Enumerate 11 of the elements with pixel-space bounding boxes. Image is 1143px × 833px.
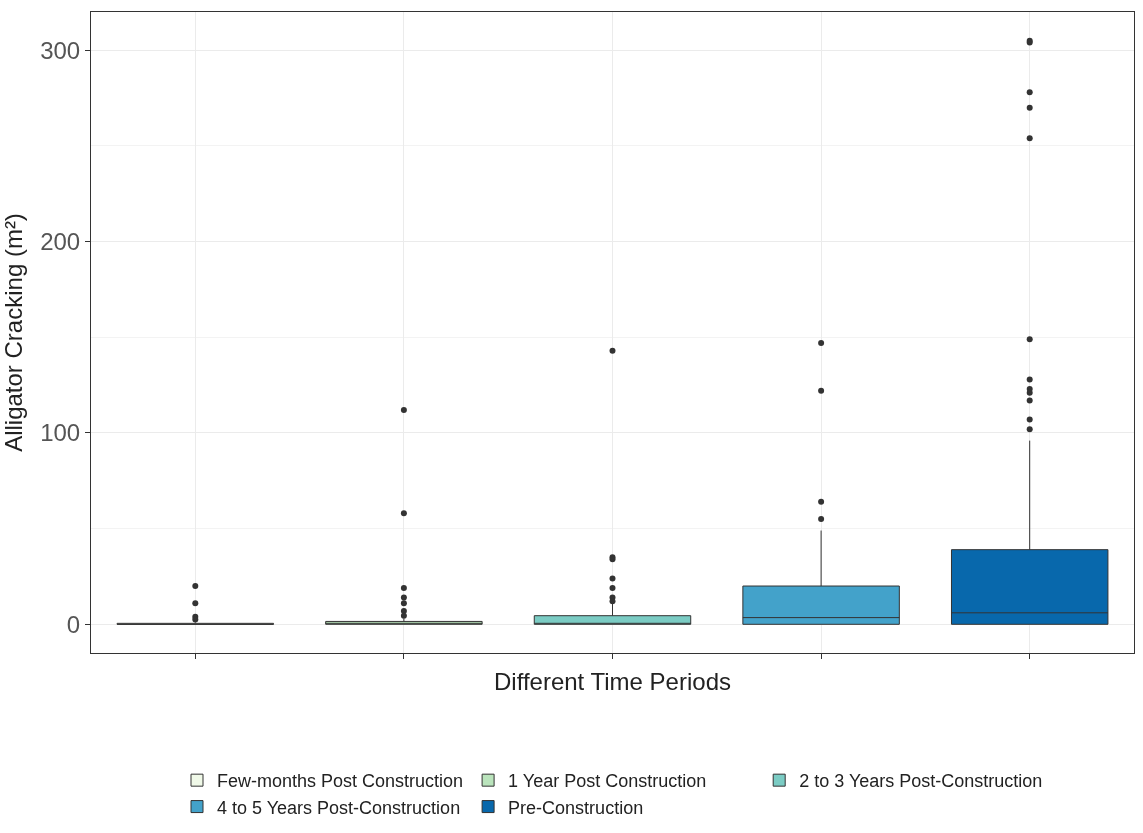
x-axis-title: Different Time Periods: [494, 668, 731, 696]
legend-label: 2 to 3 Years Post-Construction: [799, 771, 1043, 792]
legend-label: 1 Year Post Construction: [508, 771, 707, 792]
legend-label: Few-months Post Construction: [217, 771, 464, 792]
y-tick-label: 100: [40, 419, 81, 447]
y-tick-label: 0: [66, 610, 81, 638]
y-tick-label: 300: [40, 36, 81, 64]
y-axis-title: Alligator Cracking (m²): [0, 213, 27, 452]
legend-label: 4 to 5 Years Post-Construction: [217, 797, 461, 818]
y-tick-label: 200: [40, 228, 81, 256]
legend-label: Pre-Construction: [508, 797, 644, 818]
